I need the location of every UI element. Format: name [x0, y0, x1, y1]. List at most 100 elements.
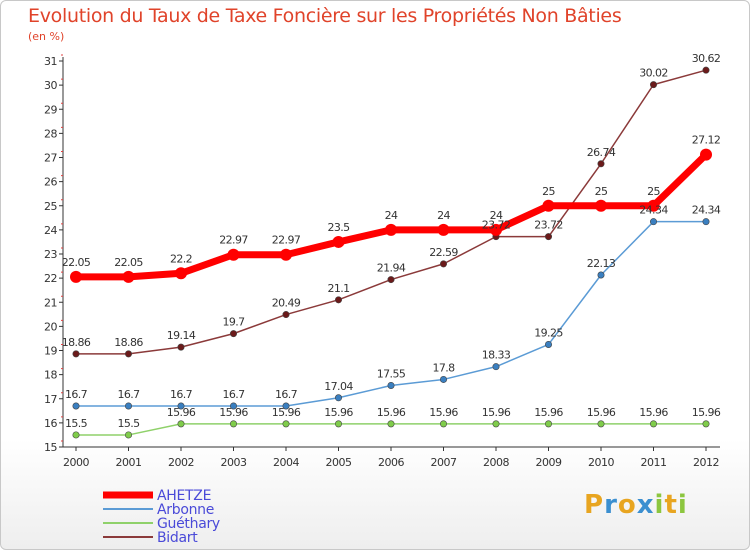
data-label: 16.7	[65, 388, 88, 401]
data-label: 24	[385, 209, 398, 222]
legend-label: Guéthary	[157, 516, 220, 532]
logo-letter: P	[584, 490, 605, 520]
data-point	[177, 402, 185, 410]
x-tick-label: 2012	[693, 456, 719, 469]
data-label: 15.96	[534, 406, 563, 419]
data-point	[175, 267, 187, 280]
y-tick-label: 31	[44, 55, 57, 68]
data-point	[649, 218, 657, 226]
y-tick-label: 22	[44, 272, 57, 285]
data-point	[282, 311, 290, 319]
data-point	[492, 363, 500, 371]
data-label: 30.62	[692, 52, 721, 65]
data-point	[544, 420, 552, 428]
data-point	[177, 343, 185, 351]
data-point	[544, 340, 552, 348]
data-point	[649, 420, 657, 428]
data-point	[542, 199, 555, 212]
logo-letter: i	[677, 490, 688, 520]
data-label: 15.96	[692, 406, 721, 419]
data-point	[280, 248, 292, 261]
logo-letter: x	[636, 490, 655, 520]
data-label: 22.2	[170, 252, 192, 265]
data-label: 24	[437, 209, 450, 222]
data-label: 23.5	[327, 221, 350, 234]
logo-letter: i	[654, 490, 665, 520]
data-label: 16.7	[275, 388, 298, 401]
data-point	[282, 420, 290, 428]
data-point	[125, 402, 133, 410]
data-point	[544, 233, 552, 241]
legend-label: Arbonne	[157, 502, 214, 518]
data-point	[439, 420, 447, 428]
data-point	[387, 381, 395, 389]
data-point	[332, 235, 345, 248]
data-label: 18.86	[114, 336, 143, 349]
data-label: 17.55	[377, 367, 406, 380]
data-label: 25	[647, 185, 660, 198]
data-point	[72, 350, 80, 358]
data-label: 22.59	[429, 246, 458, 259]
data-point	[700, 148, 712, 161]
x-tick-label: 2003	[221, 456, 247, 469]
proxiti-logo: Proxiti	[584, 490, 688, 520]
data-point	[595, 199, 607, 212]
data-point	[437, 223, 450, 236]
data-label: 19.25	[534, 326, 563, 339]
data-point	[647, 199, 660, 212]
data-point	[490, 223, 502, 236]
axes: 15 16 17 18 19 20 21 22 23 24 25 26 27 28 29 30 31 2000 20…	[44, 54, 720, 469]
data-point	[282, 402, 290, 410]
data-point	[334, 296, 342, 304]
data-point	[70, 270, 82, 283]
x-tick-label: 2002	[168, 456, 194, 469]
x-tick-label: 2011	[641, 456, 667, 469]
x-tick-label: 2000	[63, 456, 89, 469]
data-label: 22.97	[272, 234, 301, 247]
data-point	[125, 431, 133, 439]
data-label: 18.33	[482, 349, 511, 362]
data-point	[597, 420, 605, 428]
data-label: 23.72	[534, 219, 563, 232]
logo-letter: t	[664, 490, 678, 520]
legend-label: Bidart	[157, 530, 198, 546]
data-label: 15.96	[167, 406, 196, 419]
data-point	[125, 350, 133, 358]
data-label: 17.04	[324, 380, 353, 393]
x-tick-label: 2005	[326, 456, 352, 469]
data-point	[649, 81, 657, 89]
data-label: 15.96	[482, 406, 511, 419]
data-label: 15.96	[377, 406, 406, 419]
y-tick-label: 29	[44, 103, 57, 116]
y-tick-label: 18	[44, 369, 57, 382]
data-label: 23.72	[482, 219, 511, 232]
data-point	[177, 420, 185, 428]
data-point	[72, 402, 80, 410]
data-label: 19.7	[222, 316, 245, 329]
data-label: 22.97	[219, 234, 248, 247]
y-tick-label: 23	[44, 248, 57, 261]
data-label: 16.7	[222, 388, 245, 401]
y-tick-label: 27	[44, 152, 57, 165]
data-point	[334, 394, 342, 402]
x-tick-label: 2010	[588, 456, 614, 469]
data-point	[122, 270, 135, 283]
x-tick-label: 2006	[378, 456, 404, 469]
data-label: 25	[595, 185, 608, 198]
data-point	[385, 223, 397, 236]
y-tick-label: 21	[44, 296, 57, 309]
x-tick-label: 2008	[483, 456, 509, 469]
data-point	[387, 420, 395, 428]
data-point	[230, 402, 238, 410]
y-tick-label: 16	[44, 417, 57, 430]
legend-label: AHETZE	[157, 488, 211, 504]
data-label: 30.02	[639, 67, 668, 80]
data-label: 19.14	[167, 329, 196, 342]
data-point	[230, 420, 238, 428]
data-label: 22.05	[62, 256, 91, 269]
data-point	[230, 330, 238, 338]
data-label: 22.13	[587, 257, 616, 270]
chart-title: Evolution du Taux de Taxe Foncière sur l…	[28, 5, 622, 27]
data-label: 27.12	[692, 134, 721, 147]
